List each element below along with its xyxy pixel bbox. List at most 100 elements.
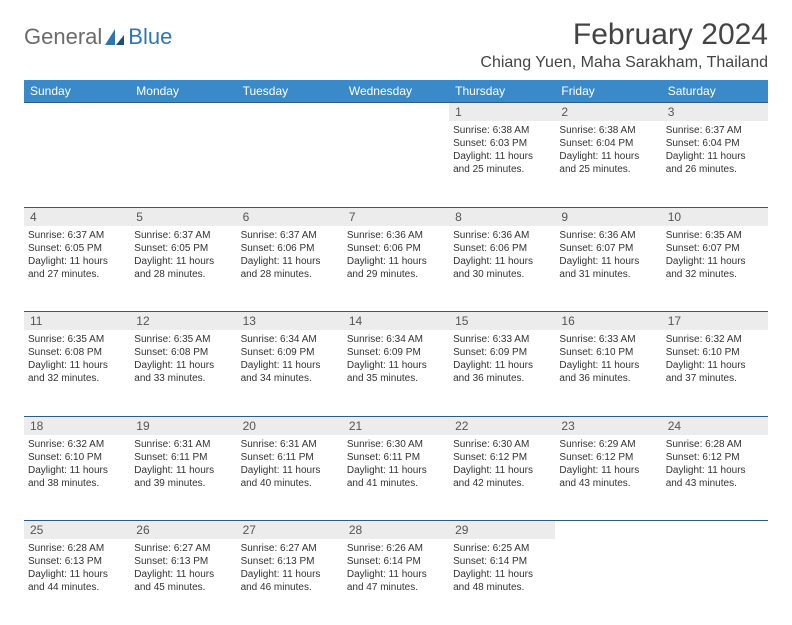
month-title: February 2024 [480, 18, 768, 52]
daylight-text: Daylight: 11 hours and 43 minutes. [559, 464, 657, 490]
daylight-text: Daylight: 11 hours and 32 minutes. [666, 255, 764, 281]
sunset-text: Sunset: 6:12 PM [559, 451, 657, 464]
sunrise-text: Sunrise: 6:29 AM [559, 438, 657, 451]
day-number: 24 [662, 416, 768, 435]
sunset-text: Sunset: 6:10 PM [28, 451, 126, 464]
daylight-text: Daylight: 11 hours and 36 minutes. [559, 359, 657, 385]
sunrise-text: Sunrise: 6:32 AM [28, 438, 126, 451]
sunset-text: Sunset: 6:12 PM [453, 451, 551, 464]
sunrise-text: Sunrise: 6:34 AM [241, 333, 339, 346]
sunset-text: Sunset: 6:14 PM [453, 555, 551, 568]
brand-word-1: General [24, 24, 102, 50]
sunrise-text: Sunrise: 6:36 AM [559, 229, 657, 242]
sunrise-text: Sunrise: 6:31 AM [134, 438, 232, 451]
calendar-table: Sunday Monday Tuesday Wednesday Thursday… [24, 80, 768, 625]
sunrise-text: Sunrise: 6:37 AM [666, 124, 764, 137]
day-cell: Sunrise: 6:33 AMSunset: 6:10 PMDaylight:… [555, 330, 661, 416]
day-cell: Sunrise: 6:25 AMSunset: 6:14 PMDaylight:… [449, 539, 555, 625]
sunset-text: Sunset: 6:04 PM [666, 137, 764, 150]
day-number: 16 [555, 312, 661, 331]
header: General Blue February 2024 Chiang Yuen, … [24, 18, 768, 72]
daylight-text: Daylight: 11 hours and 30 minutes. [453, 255, 551, 281]
day-number: 5 [130, 207, 236, 226]
day-header: Sunday [24, 80, 130, 103]
day-cell: Sunrise: 6:37 AMSunset: 6:05 PMDaylight:… [130, 226, 236, 312]
day-number: 25 [24, 521, 130, 540]
sunset-text: Sunset: 6:06 PM [241, 242, 339, 255]
sunset-text: Sunset: 6:04 PM [559, 137, 657, 150]
day-header: Wednesday [343, 80, 449, 103]
sunset-text: Sunset: 6:14 PM [347, 555, 445, 568]
daylight-text: Daylight: 11 hours and 39 minutes. [134, 464, 232, 490]
sunrise-text: Sunrise: 6:38 AM [559, 124, 657, 137]
brand-logo: General Blue [24, 18, 172, 50]
day-cell [237, 121, 343, 207]
daylight-text: Daylight: 11 hours and 25 minutes. [453, 150, 551, 176]
sunset-text: Sunset: 6:13 PM [28, 555, 126, 568]
day-header: Thursday [449, 80, 555, 103]
daylight-text: Daylight: 11 hours and 38 minutes. [28, 464, 126, 490]
sunset-text: Sunset: 6:05 PM [134, 242, 232, 255]
daylight-text: Daylight: 11 hours and 28 minutes. [241, 255, 339, 281]
day-number: 7 [343, 207, 449, 226]
daylight-text: Daylight: 11 hours and 32 minutes. [28, 359, 126, 385]
day-number-row: 2526272829 [24, 521, 768, 540]
daylight-text: Daylight: 11 hours and 34 minutes. [241, 359, 339, 385]
day-cell: Sunrise: 6:36 AMSunset: 6:06 PMDaylight:… [343, 226, 449, 312]
week-row: Sunrise: 6:35 AMSunset: 6:08 PMDaylight:… [24, 330, 768, 416]
daylight-text: Daylight: 11 hours and 27 minutes. [28, 255, 126, 281]
day-number: 19 [130, 416, 236, 435]
sunrise-text: Sunrise: 6:28 AM [666, 438, 764, 451]
day-number [343, 103, 449, 122]
day-number-row: 45678910 [24, 207, 768, 226]
daylight-text: Daylight: 11 hours and 29 minutes. [347, 255, 445, 281]
sunset-text: Sunset: 6:06 PM [347, 242, 445, 255]
day-number: 6 [237, 207, 343, 226]
sunrise-text: Sunrise: 6:25 AM [453, 542, 551, 555]
day-number: 22 [449, 416, 555, 435]
sunrise-text: Sunrise: 6:27 AM [241, 542, 339, 555]
sunrise-text: Sunrise: 6:35 AM [134, 333, 232, 346]
sunrise-text: Sunrise: 6:36 AM [347, 229, 445, 242]
day-cell: Sunrise: 6:28 AMSunset: 6:13 PMDaylight:… [24, 539, 130, 625]
daylight-text: Daylight: 11 hours and 26 minutes. [666, 150, 764, 176]
sunset-text: Sunset: 6:09 PM [453, 346, 551, 359]
sunrise-text: Sunrise: 6:37 AM [28, 229, 126, 242]
sunset-text: Sunset: 6:08 PM [28, 346, 126, 359]
daylight-text: Daylight: 11 hours and 28 minutes. [134, 255, 232, 281]
daylight-text: Daylight: 11 hours and 43 minutes. [666, 464, 764, 490]
day-number [662, 521, 768, 540]
day-header: Monday [130, 80, 236, 103]
day-number [24, 103, 130, 122]
sunrise-text: Sunrise: 6:34 AM [347, 333, 445, 346]
day-cell: Sunrise: 6:38 AMSunset: 6:03 PMDaylight:… [449, 121, 555, 207]
day-cell: Sunrise: 6:31 AMSunset: 6:11 PMDaylight:… [130, 435, 236, 521]
day-number: 2 [555, 103, 661, 122]
daylight-text: Daylight: 11 hours and 33 minutes. [134, 359, 232, 385]
day-cell: Sunrise: 6:30 AMSunset: 6:12 PMDaylight:… [449, 435, 555, 521]
sunset-text: Sunset: 6:11 PM [347, 451, 445, 464]
location: Chiang Yuen, Maha Sarakham, Thailand [480, 54, 768, 72]
day-number: 20 [237, 416, 343, 435]
day-cell: Sunrise: 6:37 AMSunset: 6:04 PMDaylight:… [662, 121, 768, 207]
sunrise-text: Sunrise: 6:26 AM [347, 542, 445, 555]
day-number: 9 [555, 207, 661, 226]
sunset-text: Sunset: 6:07 PM [559, 242, 657, 255]
daylight-text: Daylight: 11 hours and 40 minutes. [241, 464, 339, 490]
day-cell: Sunrise: 6:35 AMSunset: 6:08 PMDaylight:… [24, 330, 130, 416]
day-number: 14 [343, 312, 449, 331]
day-number: 27 [237, 521, 343, 540]
sunrise-text: Sunrise: 6:27 AM [134, 542, 232, 555]
sunset-text: Sunset: 6:09 PM [347, 346, 445, 359]
daylight-text: Daylight: 11 hours and 25 minutes. [559, 150, 657, 176]
sunrise-text: Sunrise: 6:30 AM [347, 438, 445, 451]
day-number-row: 11121314151617 [24, 312, 768, 331]
daylight-text: Daylight: 11 hours and 45 minutes. [134, 568, 232, 594]
day-number-row: 18192021222324 [24, 416, 768, 435]
sunset-text: Sunset: 6:05 PM [28, 242, 126, 255]
sunset-text: Sunset: 6:11 PM [134, 451, 232, 464]
day-number-row: 123 [24, 103, 768, 122]
day-number: 21 [343, 416, 449, 435]
sunrise-text: Sunrise: 6:33 AM [559, 333, 657, 346]
sunset-text: Sunset: 6:03 PM [453, 137, 551, 150]
